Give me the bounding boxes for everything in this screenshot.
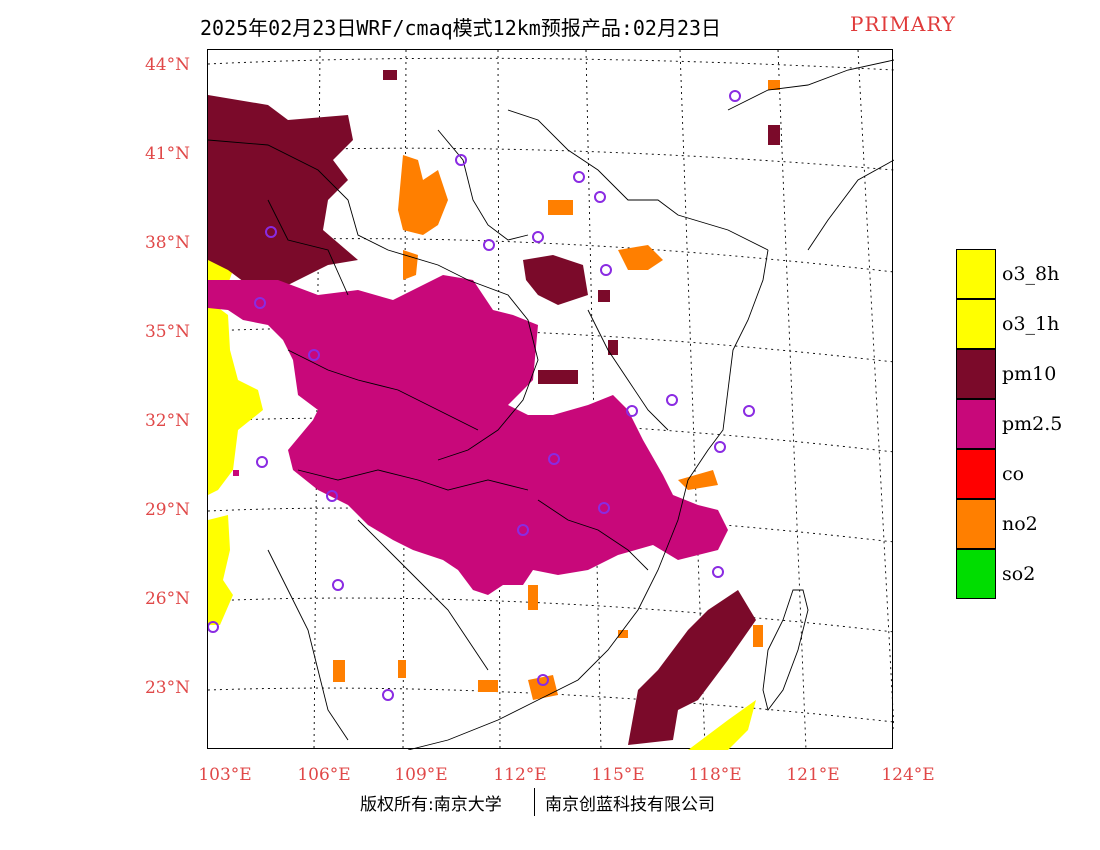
map-title: 2025年02月23日WRF/cmaq模式12km预报产品:02月23日: [200, 16, 722, 40]
meridian-112: [497, 50, 501, 750]
legend-swatch: [956, 549, 996, 599]
pm10-region: [208, 70, 780, 745]
legend-swatch: [956, 299, 996, 349]
lat-label-26: 26°N: [144, 589, 190, 609]
lat-label-38: 38°N: [144, 233, 190, 253]
legend-swatch: [956, 349, 996, 399]
legend-item-o3-8h: o3_8h: [956, 249, 1096, 299]
no2-region: [333, 80, 780, 700]
pm25-region: [208, 275, 728, 595]
title-bar: 2025年02月23日WRF/cmaq模式12km预报产品:02月23日 PRI…: [0, 12, 1100, 42]
legend-swatch: [956, 249, 996, 299]
parallel-44: [208, 57, 894, 71]
footer-divider: [534, 788, 535, 816]
lat-label-32: 32°N: [144, 411, 190, 431]
lat-label-41: 41°N: [144, 144, 190, 164]
legend-label: o3_1h: [1002, 313, 1060, 335]
lon-label-112: 112°E: [493, 765, 547, 785]
stations: [208, 90, 755, 701]
boundaries: [208, 59, 894, 750]
meridian-115: [585, 50, 602, 750]
lon-label-121: 121°E: [786, 765, 840, 785]
lon-label-115: 115°E: [591, 765, 645, 785]
map-frame: [207, 49, 894, 750]
lon-label-106: 106°E: [297, 765, 351, 785]
legend-item-co: co: [956, 449, 1096, 499]
footer: 版权所有:南京大学 南京创蓝科技有限公司: [0, 788, 1100, 820]
lon-label-118: 118°E: [688, 765, 742, 785]
pollutant-tag: PRIMARY: [850, 12, 956, 36]
legend-item-no2: no2: [956, 499, 1096, 549]
legend-label: pm10: [1002, 363, 1057, 385]
legend-swatch: [956, 449, 996, 499]
meridian-121: [777, 50, 807, 750]
legend-swatch: [956, 499, 996, 549]
legend-label: co: [1002, 463, 1025, 485]
legend-item-pm25: pm2.5: [956, 399, 1096, 449]
legend-item-pm10: pm10: [956, 349, 1096, 399]
pollutant-legend: o3_8h o3_1h pm10 pm2.5 co no2 so2: [956, 249, 1096, 599]
meridian-106: [313, 50, 321, 750]
lat-label-35: 35°N: [144, 322, 190, 342]
lat-label-44: 44°N: [144, 55, 190, 75]
legend-swatch: [956, 399, 996, 449]
parallel-26: [208, 597, 894, 633]
meridian-124: [857, 50, 894, 731]
company-text: 南京创蓝科技有限公司: [545, 795, 715, 815]
lat-label-29: 29°N: [144, 500, 190, 520]
legend-item-o3-1h: o3_1h: [956, 299, 1096, 349]
legend-label: no2: [1002, 513, 1038, 535]
lon-label-124: 124°E: [881, 765, 935, 785]
lon-label-109: 109°E: [394, 765, 448, 785]
legend-label: so2: [1002, 563, 1036, 585]
map-canvas: [208, 50, 894, 750]
copyright-text: 版权所有:南京大学: [360, 795, 502, 815]
lat-label-23: 23°N: [144, 678, 190, 698]
meridian-109: [402, 50, 407, 750]
legend-item-so2: so2: [956, 549, 1096, 599]
legend-label: pm2.5: [1002, 413, 1063, 435]
lon-label-103: 103°E: [198, 765, 252, 785]
legend-label: o3_8h: [1002, 263, 1060, 285]
